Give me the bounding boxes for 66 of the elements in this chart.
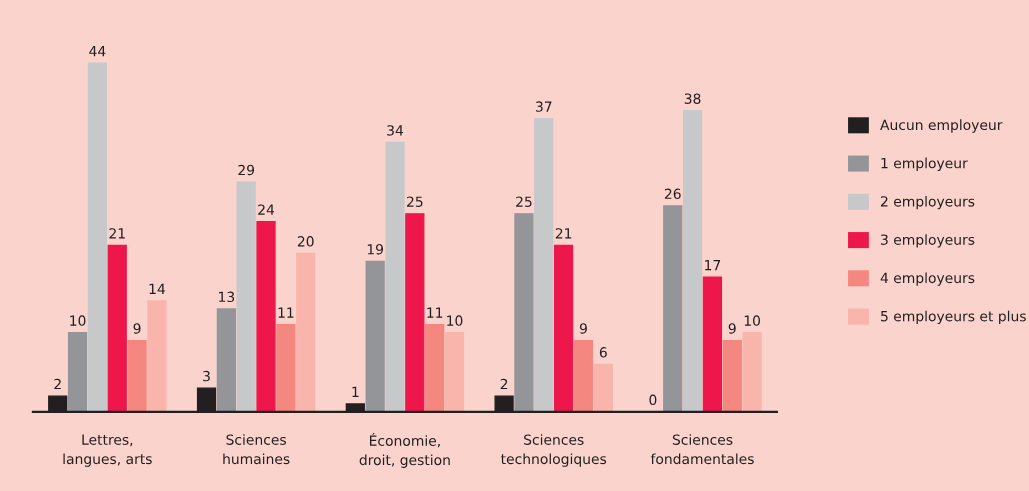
data-label: 6 xyxy=(599,347,607,358)
data-label: 34 xyxy=(387,125,404,136)
data-label: 29 xyxy=(238,164,255,176)
data-label: 9 xyxy=(579,323,587,334)
x-tick-label: Sciences humaines xyxy=(223,434,290,465)
data-label: 21 xyxy=(555,228,572,239)
data-label: 2 xyxy=(54,378,61,390)
bar xyxy=(276,324,296,412)
legend-label: 3 employeurs xyxy=(881,234,975,248)
bar xyxy=(554,244,574,412)
bar xyxy=(147,300,167,412)
data-label: 2 xyxy=(500,378,508,390)
data-label: 10 xyxy=(447,315,463,326)
bar xyxy=(296,252,316,412)
data-label: 20 xyxy=(297,236,314,247)
bar xyxy=(107,244,127,412)
data-label: 17 xyxy=(705,260,721,271)
legend-label: 4 employeurs xyxy=(880,272,975,286)
bar xyxy=(573,339,594,412)
bar xyxy=(256,221,276,412)
bar xyxy=(593,363,613,412)
data-label: 25 xyxy=(407,196,423,207)
legend-label: 1 employeur xyxy=(881,157,968,172)
bar xyxy=(742,332,762,412)
bar xyxy=(444,332,465,412)
bar xyxy=(127,339,147,412)
bar xyxy=(722,339,742,412)
data-label: 10 xyxy=(744,315,761,326)
data-label: 1 xyxy=(352,386,359,397)
x-tick-label: Sciences technologiques xyxy=(501,434,607,467)
bar xyxy=(702,276,723,412)
bar xyxy=(385,141,405,412)
data-label: 24 xyxy=(258,204,275,215)
data-label: 0 xyxy=(649,394,657,406)
bar xyxy=(365,260,385,412)
data-label: 9 xyxy=(133,323,141,334)
data-label: 14 xyxy=(149,283,165,294)
data-label: 21 xyxy=(109,228,125,239)
bar xyxy=(87,62,108,412)
data-label: 38 xyxy=(684,93,701,104)
data-label: 11 xyxy=(278,307,294,318)
data-label: 10 xyxy=(70,315,86,326)
data-label: 37 xyxy=(536,101,552,112)
bar xyxy=(514,213,534,412)
x-tick-label: Sciences fondamentales xyxy=(650,434,754,465)
bar xyxy=(67,332,88,412)
data-label: 26 xyxy=(664,188,681,200)
bar xyxy=(425,324,445,412)
bar xyxy=(405,213,425,412)
data-label: 25 xyxy=(516,196,532,207)
legend-label: 5 employeurs et plus xyxy=(881,310,1026,325)
data-label: 44 xyxy=(89,46,106,57)
data-label: 19 xyxy=(367,244,384,255)
bar xyxy=(663,205,683,412)
data-label: 13 xyxy=(219,291,235,303)
bar xyxy=(682,110,703,412)
legend-label: Aucun employeur xyxy=(880,119,1003,133)
x-tick-label: Économie, droit, gestion xyxy=(359,432,450,468)
data-label: 3 xyxy=(203,370,210,382)
bar xyxy=(534,118,554,412)
data-label: 11 xyxy=(427,307,443,318)
bar xyxy=(236,181,256,412)
legend-label: 2 employeurs xyxy=(881,195,975,210)
bar xyxy=(216,308,236,412)
data-label: 9 xyxy=(728,323,736,334)
x-tick-label: Lettres, langues, arts xyxy=(63,434,152,467)
